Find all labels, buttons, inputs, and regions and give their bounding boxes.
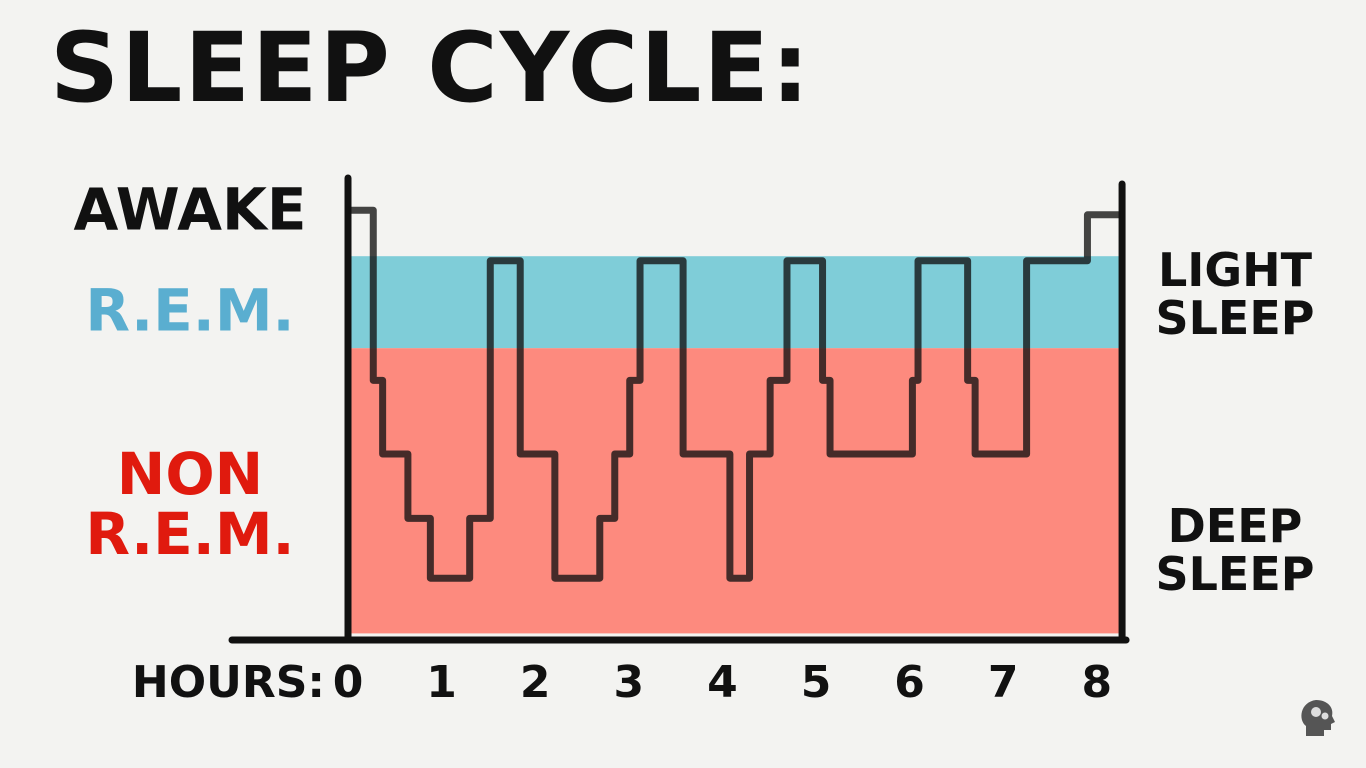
x-tick-label: 2 (519, 657, 551, 708)
y-tick-label: AWAKE (73, 175, 307, 244)
sleep-line (348, 206, 1121, 582)
band (348, 256, 1123, 349)
x-tick-label: 1 (426, 657, 457, 708)
logo (1301, 700, 1335, 736)
y-tick-label: R.E.M. (85, 276, 295, 345)
x-tick-label: 6 (894, 657, 925, 708)
chart-title: SLEEP CYCLE: (50, 12, 812, 124)
x-axis-label: HOURS: (131, 657, 325, 708)
x-tick-label: 3 (613, 657, 645, 708)
band (348, 348, 1123, 634)
x-tick-label: 5 (800, 657, 832, 708)
x-tick-label: 8 (1081, 657, 1113, 708)
annotation: LIGHT SLEEP (1155, 243, 1315, 346)
x-tick-label: 0 (332, 657, 364, 708)
x-tick-label: 4 (707, 657, 738, 708)
annotation: DEEP SLEEP (1155, 499, 1315, 602)
y-tick-label: NON R.E.M. (85, 439, 295, 569)
x-tick-label: 7 (987, 657, 1019, 708)
